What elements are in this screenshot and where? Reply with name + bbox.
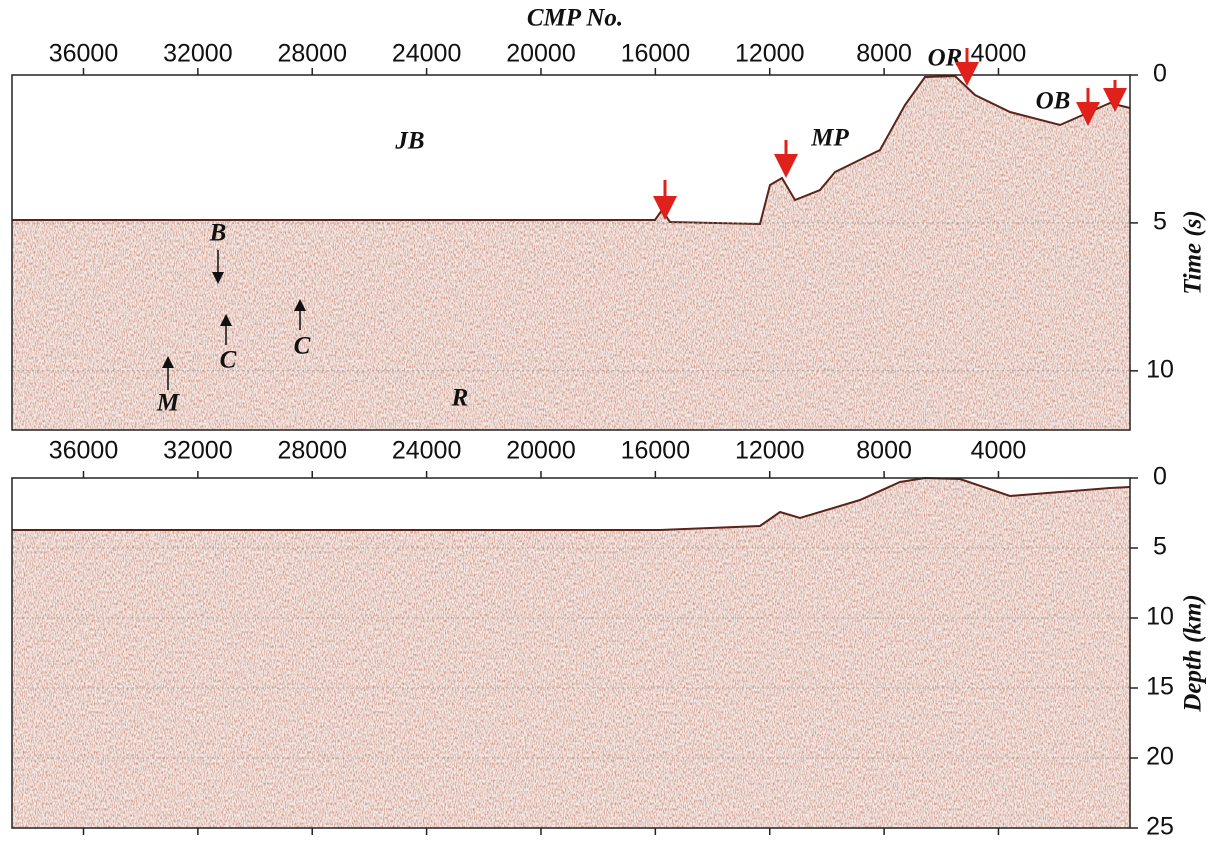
panel-frame <box>11 74 1131 431</box>
seafloor <box>12 476 1131 531</box>
x-tick-label: 28000 <box>277 40 347 68</box>
x-axis-title: CMP No. <box>527 5 623 32</box>
y-tick-label: 20 <box>1146 743 1174 771</box>
x-tick-label: 32000 <box>163 40 233 68</box>
x-tick-label: 24000 <box>392 437 462 465</box>
annotation: OR <box>928 45 963 72</box>
x-tick-label: 4000 <box>971 437 1027 465</box>
annotation: OB <box>1036 88 1071 115</box>
y-tick-label: 5 <box>1153 533 1167 561</box>
y-tick-label: 10 <box>1146 603 1174 631</box>
x-tick-label: 8000 <box>856 40 912 68</box>
y-tick-label: 10 <box>1146 355 1174 383</box>
annotation: MP <box>810 125 849 152</box>
x-tick-label: 24000 <box>392 40 462 68</box>
x-tick-label: 32000 <box>163 437 233 465</box>
x-tick-label: 36000 <box>49 437 119 465</box>
annotation: C <box>220 347 237 374</box>
annotation: C <box>294 333 311 360</box>
x-tick-label: 28000 <box>277 437 347 465</box>
x-tick-label: 16000 <box>621 40 691 68</box>
y-tick-label: 5 <box>1153 208 1167 236</box>
water-column <box>12 75 1130 224</box>
water-column <box>12 478 1130 530</box>
y-tick-label: 15 <box>1146 673 1174 701</box>
y-tick-label: 25 <box>1146 813 1174 841</box>
seafloor <box>12 74 1131 226</box>
annotation: R <box>451 385 469 412</box>
x-tick-label: 8000 <box>856 437 912 465</box>
annotation: JB <box>394 128 424 155</box>
seismic-tone <box>12 478 1130 828</box>
x-tick-label: 4000 <box>971 40 1027 68</box>
y-axis-title: Time (s) <box>1180 210 1207 294</box>
y-axis-title: Depth (km) <box>1180 594 1207 712</box>
seismic-image <box>12 478 1130 828</box>
y-tick-label: 0 <box>1153 463 1167 491</box>
x-tick-label: 12000 <box>735 437 805 465</box>
annotation: M <box>156 390 180 417</box>
annotation: B <box>209 220 227 247</box>
x-tick-label: 16000 <box>621 437 691 465</box>
y-tick-label: 0 <box>1153 60 1167 88</box>
x-tick-label: 36000 <box>49 40 119 68</box>
x-tick-label: 12000 <box>735 40 805 68</box>
x-tick-label: 20000 <box>506 437 576 465</box>
panel-frame <box>11 477 1131 829</box>
x-tick-label: 20000 <box>506 40 576 68</box>
